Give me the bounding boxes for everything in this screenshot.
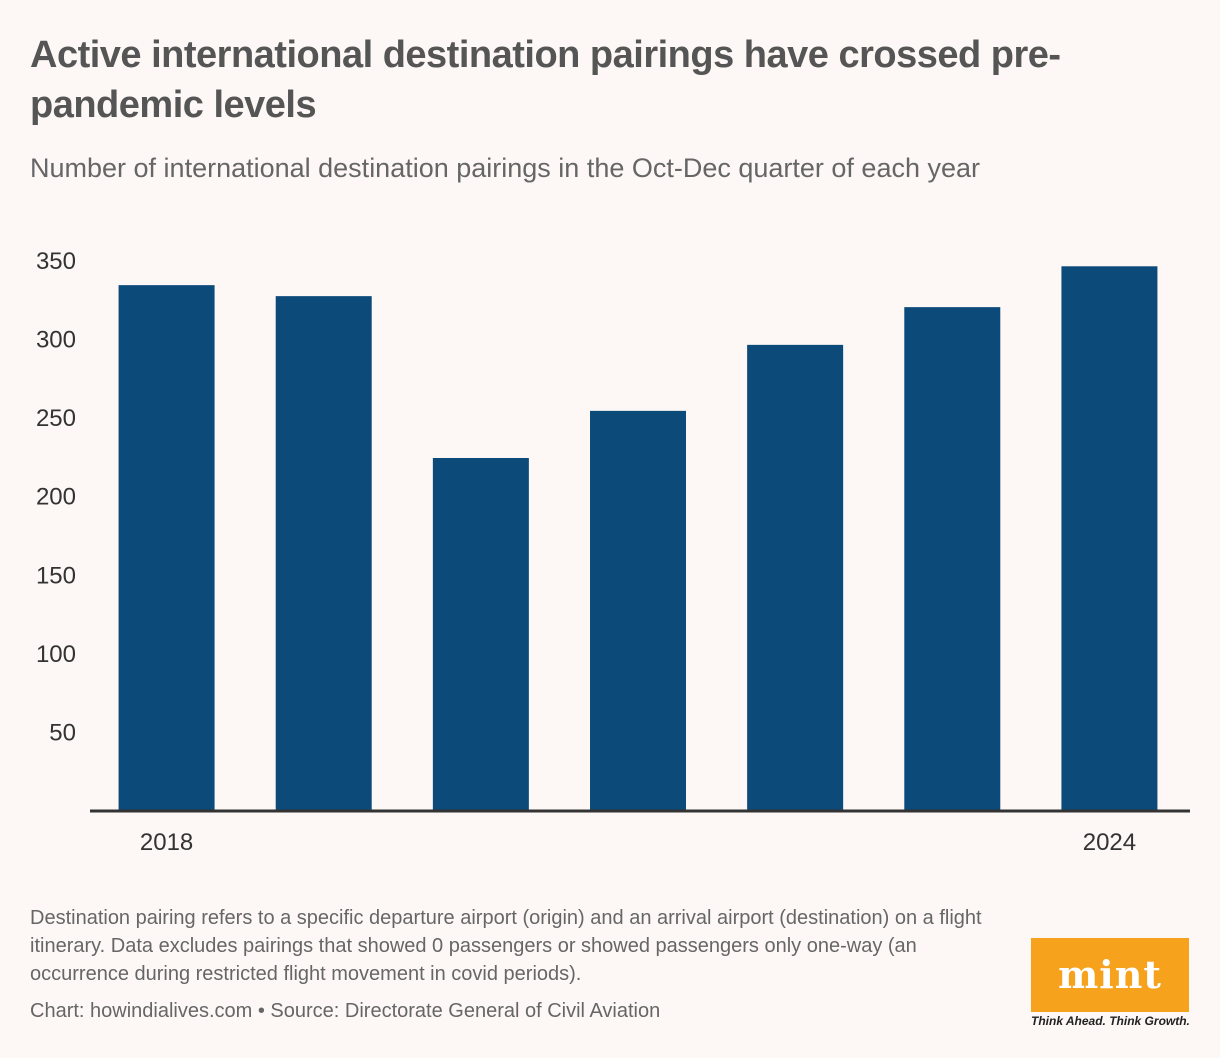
y-tick-label: 150 [36,562,76,589]
mint-logo: mint [1031,938,1189,1012]
bar-2019 [275,296,372,811]
bars [118,266,1158,811]
x-tick-label: 2018 [140,829,193,856]
y-tick-label: 200 [36,484,76,511]
bar-2020 [432,458,529,810]
y-tick-label: 250 [36,405,76,432]
bar-2022 [747,344,844,810]
bar-chart: 50 100 150 200 250 300 350 2018 2024 [36,248,1190,856]
chart-title: Active international destination pairing… [30,34,1061,126]
bar-2021 [590,410,686,810]
bar-2018 [118,285,215,811]
bar-2023 [904,307,1001,810]
y-tick-label: 300 [36,327,76,354]
y-tick-label: 100 [36,641,76,668]
footnote: Destination pairing refers to a specific… [30,907,982,985]
x-axis-ticks: 2018 2024 [140,829,1136,856]
chart-subtitle: Number of international destination pair… [30,153,981,183]
y-tick-label: 50 [49,719,76,746]
bar-2024 [1061,266,1158,810]
y-tick-label: 350 [36,248,76,275]
logo-tagline: Think Ahead. Think Growth. [1031,1014,1190,1028]
y-axis-ticks: 50 100 150 200 250 300 350 [36,248,76,746]
source-credit: Chart: howindialives.com • Source: Direc… [30,1000,661,1022]
x-tick-label: 2024 [1083,829,1136,856]
